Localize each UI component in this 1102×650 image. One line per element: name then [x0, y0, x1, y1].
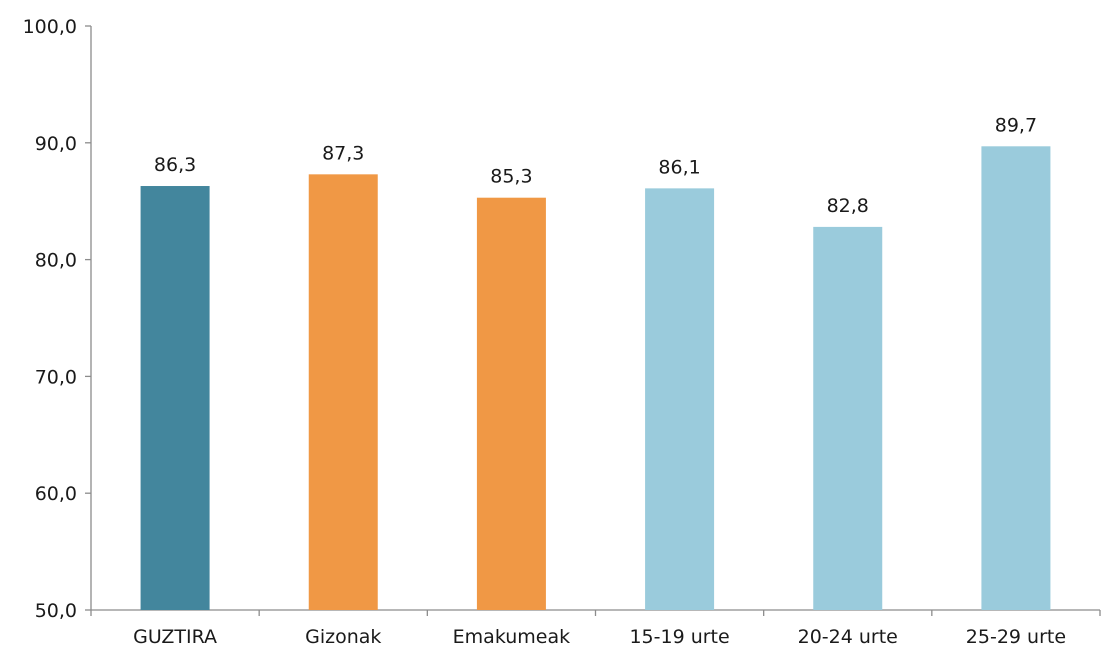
- data-labels: 86,3 87,3 85,3 86,1 82,8 89,7: [154, 114, 1037, 217]
- x-category-label: Gizonak: [305, 626, 381, 648]
- y-tick-label: 50,0: [35, 600, 77, 622]
- bar-value-label: 86,1: [658, 156, 700, 178]
- x-category-label: 15-19 urte: [629, 626, 729, 648]
- bar: [308, 174, 378, 610]
- bar-value-label: 86,3: [154, 154, 196, 176]
- bar: [645, 188, 715, 611]
- bar-value-label: 89,7: [995, 114, 1037, 136]
- y-tick-label: 90,0: [35, 133, 77, 155]
- x-axis: GUZTIRA Gizonak Emakumeak 15-19 urte 20-24 u…: [90, 609, 1101, 648]
- y-tick-label: 80,0: [35, 250, 77, 272]
- y-tick-label: 70,0: [35, 366, 77, 388]
- bar-value-label: 82,8: [827, 195, 869, 217]
- bar: [981, 146, 1051, 610]
- x-category-label: 20-24 urte: [798, 626, 898, 648]
- y-tick-label: 100,0: [23, 16, 77, 38]
- x-category-label: 25-29 urte: [966, 626, 1066, 648]
- bar: [476, 197, 546, 611]
- x-category-label: Emakumeak: [453, 626, 570, 648]
- x-category-label: GUZTIRA: [133, 626, 217, 648]
- y-tick-label: 60,0: [35, 483, 77, 505]
- bar: [813, 226, 883, 610]
- y-axis: 50,0 60,0 70,0 80,0 90,0 100,0: [23, 16, 92, 622]
- bars: [140, 146, 1051, 611]
- bar-value-label: 87,3: [322, 142, 364, 164]
- bar: [140, 186, 210, 611]
- bar-value-label: 85,3: [490, 166, 532, 188]
